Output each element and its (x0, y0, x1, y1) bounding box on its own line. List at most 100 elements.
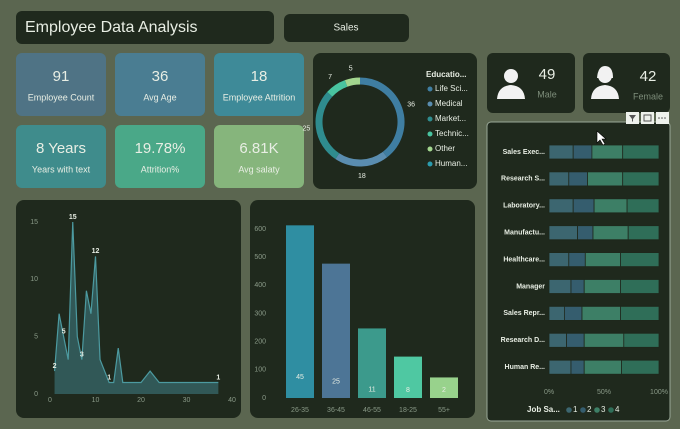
kpi-label: Avg Age (143, 92, 176, 102)
donut-panel (313, 53, 477, 189)
x-tick-label: 40 (228, 397, 236, 404)
sales-button[interactable] (284, 14, 409, 42)
legend-label: 4 (615, 405, 620, 414)
legend-label: 1 (573, 405, 578, 414)
x-tick-label: 0 (48, 397, 52, 404)
legend-label: Technic... (435, 129, 469, 138)
x-tick-label: 36-45 (327, 407, 345, 414)
bar-segment[interactable] (620, 305, 660, 321)
bar-segment[interactable] (568, 252, 586, 268)
y-tick-label: 0 (34, 391, 38, 398)
slice-label: 5 (349, 66, 353, 73)
bar-segment[interactable] (548, 359, 572, 375)
bar-segment[interactable] (583, 332, 625, 348)
bar-segment[interactable] (587, 171, 624, 187)
row-label: Sales Exec... (503, 149, 545, 156)
bar-segment[interactable] (548, 225, 579, 241)
visual-toolbar[interactable] (626, 112, 669, 124)
point-label: 15 (69, 214, 77, 221)
bar-segment[interactable] (572, 144, 593, 160)
point-label: 2 (53, 363, 57, 370)
legend-swatch (427, 101, 433, 107)
bar-segment[interactable] (621, 359, 660, 375)
title-panel (16, 11, 274, 44)
bar-segment[interactable] (622, 144, 660, 160)
bar-segment[interactable] (564, 305, 583, 321)
kpi-card (214, 125, 304, 188)
y-tick-label: 10 (30, 276, 38, 283)
x-tick-label: 10 (92, 397, 100, 404)
bar-segment[interactable] (548, 332, 568, 348)
legend-label: Medical (435, 99, 463, 108)
bar-segment[interactable] (566, 332, 585, 348)
area-line (53, 221, 219, 384)
legend-swatch (427, 161, 433, 167)
filter-glyph (629, 115, 636, 122)
legend-swatch (427, 116, 433, 122)
bar-segment[interactable] (548, 252, 570, 268)
bar-count: 25 (332, 379, 340, 386)
focus-glyph (643, 114, 652, 122)
bar-segment[interactable] (581, 305, 621, 321)
dot (658, 117, 660, 119)
y-tick-label: 400 (254, 282, 266, 289)
bar-count: 11 (368, 386, 375, 393)
bar-segment[interactable] (623, 332, 660, 348)
legend-swatch (427, 131, 433, 137)
y-tick-label: 500 (254, 254, 266, 261)
kpi-value: 8 Years (36, 140, 86, 157)
bar-segment[interactable] (548, 171, 570, 187)
bar-count: 45 (296, 374, 304, 381)
kpi-label: Avg salaty (238, 164, 280, 174)
bar-segment[interactable] (548, 305, 565, 321)
row-label: Sales Repr... (503, 310, 545, 317)
bar (358, 328, 386, 398)
male-icon (497, 69, 525, 99)
kpi-card (214, 53, 304, 116)
bar-segment[interactable] (583, 359, 623, 375)
bar-segment[interactable] (626, 198, 660, 214)
bar-segment[interactable] (548, 279, 572, 294)
male-count: 49 (539, 66, 556, 83)
sales-button-label[interactable]: Sales (333, 23, 358, 34)
legend-swatch (594, 407, 600, 413)
bar-segment[interactable] (577, 225, 594, 241)
bar-segment[interactable] (570, 279, 585, 294)
legend-label: Market... (435, 114, 466, 123)
row-label: Manager (516, 283, 545, 290)
bar-segment[interactable] (620, 252, 660, 268)
focus-icon[interactable] (641, 112, 654, 124)
x-tick-label: 50% (597, 389, 611, 396)
point-label: 12 (92, 248, 100, 255)
kpi-card (16, 125, 106, 188)
y-tick-label: 200 (254, 339, 266, 346)
bar-segment[interactable] (583, 279, 621, 294)
bar-segment[interactable] (627, 225, 660, 241)
bar-segment[interactable] (568, 171, 588, 187)
point-label: 3 (80, 351, 84, 358)
male-card (487, 53, 575, 113)
bar-segment[interactable] (592, 225, 629, 241)
y-tick-label: 600 (254, 226, 266, 233)
bar-count: 8 (406, 387, 410, 394)
row-label: Manufactu... (504, 230, 545, 237)
slice-label: 7 (328, 74, 332, 81)
slice-label: 18 (358, 173, 366, 180)
kpi-label: Employee Count (28, 92, 95, 102)
legend-swatch (427, 86, 433, 92)
point-label: 5 (62, 329, 66, 336)
bar-segment[interactable] (570, 359, 585, 375)
bar-segment[interactable] (591, 144, 624, 160)
x-tick-label: 30 (183, 397, 191, 404)
bar-segment[interactable] (593, 198, 628, 214)
bar-segment[interactable] (548, 198, 574, 214)
bar-segment[interactable] (622, 171, 660, 187)
cursor (596, 130, 607, 146)
bar-segment[interactable] (584, 252, 621, 268)
bar (322, 263, 350, 398)
bar-segment[interactable] (572, 198, 595, 214)
bar-segment[interactable] (548, 144, 574, 160)
kpi-value: 6.81K (239, 140, 278, 157)
bar-segment[interactable] (620, 279, 660, 294)
